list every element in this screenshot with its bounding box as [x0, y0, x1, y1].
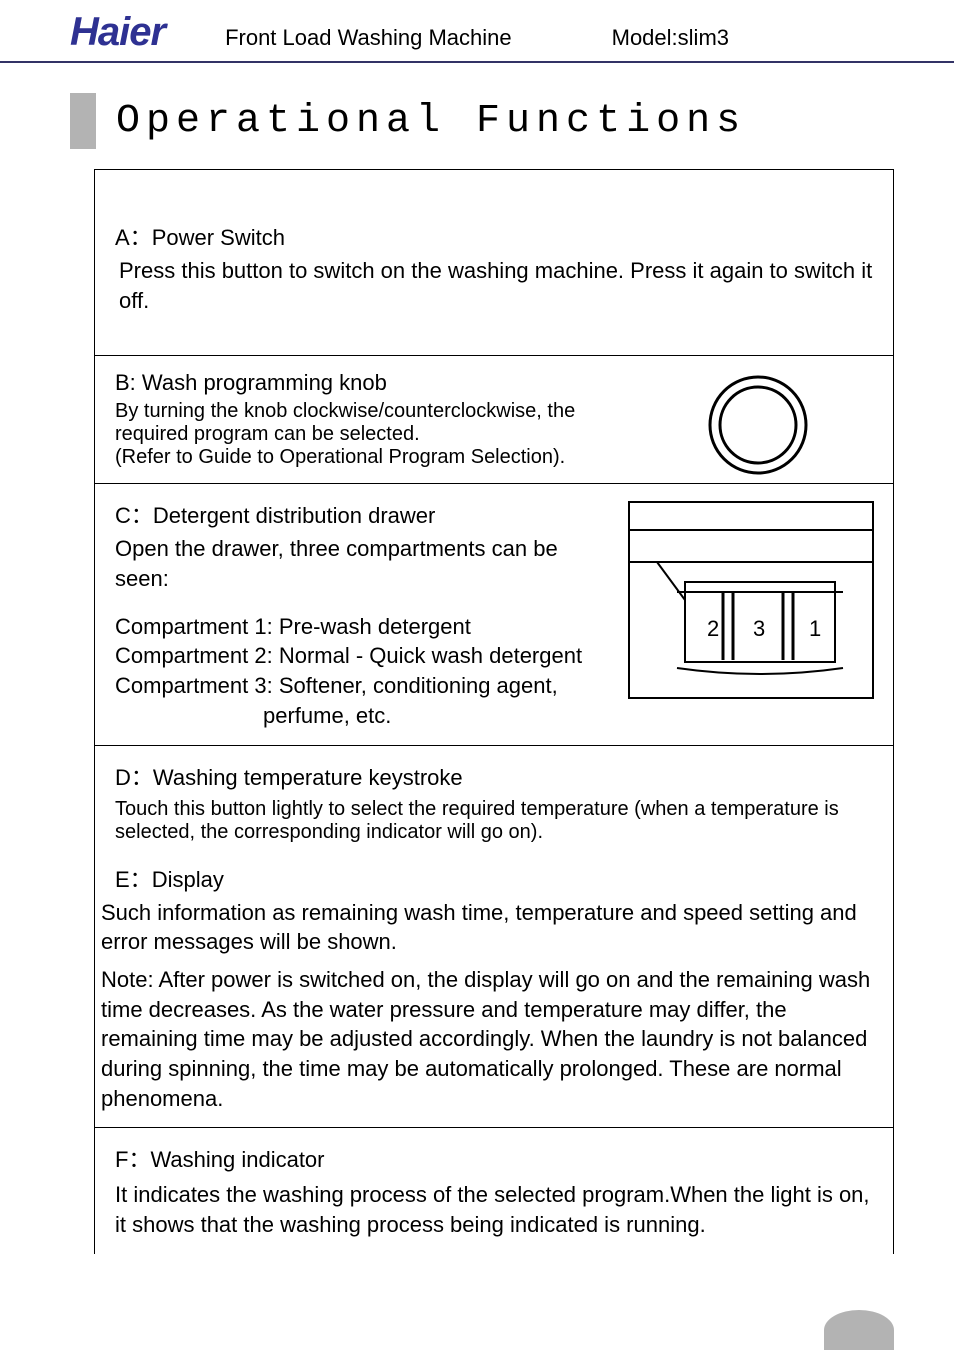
- detergent-drawer-icon: 2 3 1: [627, 500, 875, 700]
- page-number-decor: [824, 1310, 894, 1350]
- section-c-title: Detergent distribution drawer: [153, 503, 435, 528]
- section-b: B: Wash programming knob By turning the …: [95, 355, 893, 483]
- drawer-label-2: 2: [707, 616, 719, 641]
- section-b-heading: B: Wash programming knob: [115, 370, 595, 396]
- section-d: D：Washing temperature keystroke Touch th…: [95, 745, 893, 858]
- header-model: Model:slim3: [612, 25, 729, 55]
- section-d-heading: D：Washing temperature keystroke: [115, 760, 873, 792]
- section-f: F：Washing indicator It indicates the was…: [95, 1127, 893, 1253]
- brand-logo: Haier: [70, 10, 165, 55]
- section-e: E：Display Such information as remaining …: [95, 858, 893, 1128]
- section-b-line1: By turning the knob clockwise/counterclo…: [115, 400, 595, 446]
- section-f-prefix: F：: [115, 1147, 150, 1172]
- section-c-comp3b: perfume, etc.: [263, 701, 585, 731]
- knob-icon: [703, 370, 813, 480]
- model-value: slim3: [678, 25, 729, 50]
- section-f-body: It indicates the washing process of the …: [115, 1180, 873, 1239]
- section-d-body: Touch this button lightly to select the …: [115, 798, 873, 844]
- header-product-title: Front Load Washing Machine: [225, 25, 512, 55]
- section-e-title: Display: [152, 867, 224, 892]
- section-d-title: Washing temperature keystroke: [153, 765, 463, 790]
- section-c: C：Detergent distribution drawer Open the…: [95, 483, 893, 744]
- section-a-title: Power Switch: [152, 225, 285, 250]
- section-b-title: Wash programming knob: [142, 370, 387, 395]
- drawer-label-3: 3: [753, 616, 765, 641]
- section-f-heading: F：Washing indicator: [115, 1142, 873, 1174]
- section-c-comp3a: Compartment 3: Softener, conditioning ag…: [115, 671, 585, 701]
- content-box: A：Power Switch Press this button to swit…: [94, 169, 894, 1254]
- section-c-intro: Open the drawer, three compartments can …: [115, 534, 585, 593]
- section-f-title: Washing indicator: [150, 1147, 324, 1172]
- section-d-prefix: D：: [115, 765, 153, 790]
- section-a-body: Press this button to switch on the washi…: [119, 256, 873, 315]
- section-c-heading: C：Detergent distribution drawer: [115, 498, 585, 530]
- page-header: Haier Front Load Washing Machine Model:s…: [0, 0, 954, 63]
- section-e-prefix: E：: [115, 867, 152, 892]
- model-label: Model:: [612, 25, 678, 50]
- page-title: Operational Functions: [116, 99, 746, 144]
- section-e-heading: E：Display: [115, 862, 873, 894]
- section-a-prefix: A：: [115, 225, 152, 250]
- section-a-heading: A：Power Switch: [115, 220, 873, 252]
- section-a: A：Power Switch Press this button to swit…: [95, 170, 893, 355]
- section-c-comp1: Compartment 1: Pre-wash detergent: [115, 612, 585, 642]
- section-b-prefix: B:: [115, 370, 142, 395]
- title-decor-block: [70, 93, 96, 149]
- section-c-prefix: C：: [115, 503, 153, 528]
- section-c-comp2: Compartment 2: Normal - Quick wash deter…: [115, 641, 585, 671]
- page-title-row: Operational Functions: [70, 93, 954, 149]
- drawer-label-1: 1: [809, 616, 821, 641]
- section-e-body2: Note: After power is switched on, the di…: [101, 965, 873, 1113]
- section-b-line2: (Refer to Guide to Operational Program S…: [115, 446, 595, 469]
- section-e-body1: Such information as remaining wash time,…: [101, 898, 873, 957]
